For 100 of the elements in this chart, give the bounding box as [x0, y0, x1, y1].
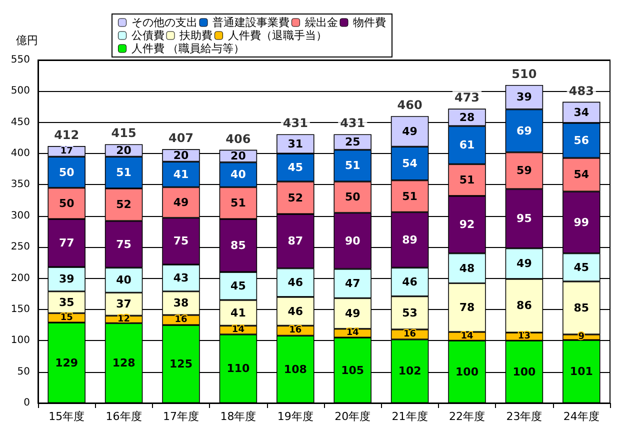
- data-label: 39: [516, 90, 532, 104]
- x-tick-label: 21年度: [392, 410, 428, 423]
- x-tick-label: 23年度: [506, 410, 542, 423]
- data-label: 110: [226, 362, 250, 376]
- x-tick-label: 20年度: [334, 410, 371, 423]
- y-tick-label: 150: [10, 304, 30, 315]
- x-tick-label: 19年度: [277, 410, 314, 423]
- legend-label: 公債費: [131, 29, 164, 42]
- total-label: 406: [226, 132, 251, 146]
- data-label: 40: [116, 274, 132, 287]
- total-label: 431: [282, 116, 308, 130]
- data-label: 39: [58, 272, 74, 286]
- data-label: 35: [58, 296, 74, 309]
- total-label: 412: [54, 128, 80, 142]
- data-label: 86: [516, 299, 532, 312]
- data-label: 50: [58, 166, 75, 179]
- data-label: 37: [116, 298, 132, 311]
- data-label: 45: [574, 260, 590, 274]
- data-label: 51: [116, 166, 132, 180]
- data-label: 77: [58, 236, 74, 250]
- x-tick-label: 18年度: [220, 410, 256, 423]
- data-label: 50: [344, 190, 361, 204]
- data-label: 43: [173, 271, 189, 284]
- data-label: 99: [574, 216, 590, 229]
- legend-label: 普通建設事業費: [212, 16, 290, 29]
- data-label: 49: [516, 257, 532, 270]
- total-label: 460: [397, 98, 422, 112]
- data-label: 41: [230, 306, 246, 320]
- data-label: 105: [341, 364, 364, 377]
- data-label: 125: [170, 358, 192, 371]
- data-label: 51: [344, 159, 360, 172]
- data-label: 20: [230, 150, 246, 163]
- data-label: 61: [459, 138, 475, 152]
- data-label: 101: [570, 365, 593, 378]
- x-tick-label: 15年度: [48, 410, 85, 423]
- x-tick-label: 22年度: [449, 410, 485, 423]
- y-tick-label: 250: [10, 242, 30, 253]
- data-label: 56: [574, 134, 590, 147]
- data-label: 75: [173, 234, 189, 248]
- data-label: 31: [288, 137, 304, 150]
- data-label: 17: [60, 146, 73, 156]
- data-label: 75: [116, 238, 132, 251]
- y-axis-title: 億円: [16, 34, 38, 47]
- data-label: 46: [288, 304, 304, 318]
- total-label: 473: [454, 90, 480, 105]
- data-label: 46: [402, 276, 418, 289]
- data-label: 38: [173, 296, 189, 310]
- data-label: 45: [230, 280, 246, 293]
- data-label: 20: [173, 148, 189, 162]
- y-tick-label: 450: [10, 116, 30, 128]
- data-label: 54: [402, 157, 418, 170]
- legend-label: 人件費 （職員給与等）: [131, 42, 245, 55]
- data-label: 48: [459, 262, 475, 275]
- data-label: 100: [512, 365, 536, 378]
- data-label: 85: [230, 239, 246, 252]
- data-label: 90: [344, 234, 361, 248]
- data-label: 41: [173, 168, 189, 181]
- data-label: 51: [402, 190, 418, 203]
- y-tick-label: 100: [10, 335, 30, 346]
- data-label: 14: [460, 331, 474, 342]
- data-label: 20: [116, 144, 132, 157]
- legend-label: その他の支出: [131, 16, 198, 29]
- total-label: 483: [568, 84, 594, 98]
- legend-label: 扶助費: [178, 29, 212, 42]
- legend-label: 繰出金: [304, 16, 338, 29]
- y-tick-label: 350: [10, 179, 30, 190]
- data-label: 100: [456, 365, 479, 378]
- total-label: 431: [340, 116, 366, 130]
- data-label: 108: [284, 362, 307, 376]
- data-label: 28: [459, 110, 475, 124]
- data-label: 51: [459, 174, 475, 187]
- data-label: 9: [578, 332, 585, 342]
- y-tick-label: 0: [24, 398, 30, 408]
- y-tick-label: 50: [17, 366, 30, 378]
- data-label: 25: [344, 136, 360, 149]
- y-tick-label: 200: [10, 272, 30, 284]
- data-label: 40: [230, 168, 246, 182]
- legend-label: 人件費（退職手当）: [228, 29, 327, 42]
- data-label: 87: [288, 234, 304, 248]
- data-label: 52: [116, 198, 132, 212]
- data-label: 54: [574, 168, 590, 182]
- data-label: 51: [230, 196, 246, 210]
- data-label: 45: [288, 161, 304, 174]
- data-label: 78: [459, 301, 475, 314]
- data-label: 69: [516, 124, 532, 138]
- data-label: 53: [402, 306, 418, 320]
- data-label: 92: [459, 218, 475, 232]
- data-label: 16: [174, 315, 188, 326]
- y-tick-label: 400: [10, 148, 30, 160]
- data-label: 49: [402, 124, 418, 138]
- x-tick-label: 16年度: [106, 410, 142, 423]
- data-label: 16: [404, 329, 416, 340]
- legend-label: 物件費: [353, 16, 386, 29]
- data-label: 102: [398, 364, 422, 378]
- data-label: 59: [516, 164, 532, 178]
- y-tick-label: 500: [10, 86, 30, 97]
- data-label: 95: [516, 212, 532, 226]
- data-label: 34: [574, 106, 590, 119]
- y-tick-label: 300: [10, 210, 30, 222]
- data-label: 129: [55, 356, 78, 370]
